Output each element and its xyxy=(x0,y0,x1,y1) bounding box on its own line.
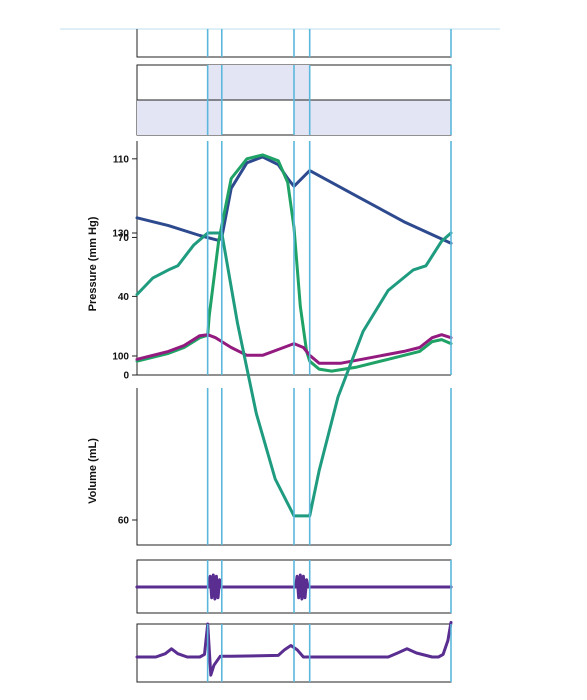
aortic-pressure-line xyxy=(135,155,453,245)
volume-tick-label: 60 xyxy=(118,516,130,527)
pressure-tick-label: 110 xyxy=(113,154,130,165)
pressure-axis-title: Pressure (mm Hg) xyxy=(87,216,99,311)
ventricular-volume-line xyxy=(135,231,453,518)
pressure-tick-label: 40 xyxy=(118,292,130,303)
volume-tick-label: 100 xyxy=(112,352,129,363)
valve-phase-fill xyxy=(221,65,294,100)
second-heart-sound-line xyxy=(135,573,453,601)
valve-phase-fill xyxy=(137,100,208,135)
atrial-pressure-line xyxy=(135,333,453,365)
pressure-tick-label: 70 xyxy=(118,233,130,244)
valve-phase-fill xyxy=(309,100,451,135)
volume-panel: Volume (mL) 60 100 130 xyxy=(87,229,453,546)
first-heart-sound-line xyxy=(135,573,453,601)
volume-tick-label: 130 xyxy=(112,229,129,240)
pressure-panel: Pressure (mm Hg) 0 40 70 110 xyxy=(87,141,453,382)
volume-axis-title: Volume (mL) xyxy=(87,438,99,504)
valve-panel xyxy=(136,64,452,136)
volume-axes xyxy=(136,388,451,546)
pressure-tick-label: 0 xyxy=(123,371,129,382)
ecg-trace-line xyxy=(135,620,453,677)
